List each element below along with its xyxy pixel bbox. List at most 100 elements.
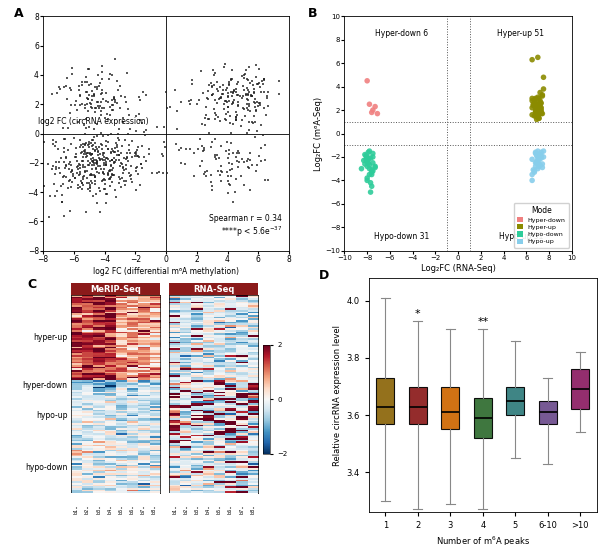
Point: [125, 161, 135, 170]
Text: hyper-down: hyper-down: [23, 380, 68, 390]
Point: [108, 100, 117, 109]
Point: [222, 168, 232, 177]
Point: [92, 160, 101, 168]
Point: [532, 111, 542, 119]
Point: [58, 158, 68, 166]
Point: [215, 83, 225, 92]
Point: [133, 143, 143, 152]
Point: [253, 101, 263, 110]
Point: [227, 165, 237, 173]
Point: [92, 168, 102, 177]
Point: [226, 139, 236, 148]
Point: [213, 150, 223, 159]
Point: [530, 112, 539, 120]
Point: [125, 125, 135, 134]
Point: [73, 161, 83, 170]
Point: [246, 92, 256, 100]
Point: [212, 84, 222, 93]
Point: [91, 143, 101, 152]
Point: [218, 86, 228, 95]
Point: [86, 80, 96, 89]
Point: [240, 66, 250, 75]
Point: [99, 185, 109, 193]
Point: [113, 140, 122, 149]
Point: [80, 146, 90, 154]
Point: [108, 171, 118, 180]
Point: [78, 156, 88, 165]
Point: [244, 100, 254, 108]
Point: [103, 138, 113, 147]
Point: [259, 88, 269, 97]
Point: [207, 90, 217, 99]
Point: [82, 78, 92, 87]
Point: [95, 155, 105, 164]
Point: [88, 141, 98, 149]
Point: [92, 164, 101, 172]
Point: [101, 199, 111, 208]
Point: [107, 171, 117, 180]
Point: [115, 103, 125, 112]
Point: [233, 90, 243, 99]
Point: [73, 165, 83, 173]
Point: [532, 159, 542, 167]
Point: [535, 107, 545, 116]
Point: [360, 160, 370, 168]
Point: [225, 119, 235, 128]
Point: [234, 77, 244, 86]
Point: [186, 144, 196, 153]
Point: [256, 144, 266, 153]
Point: [87, 103, 97, 112]
Point: [209, 104, 219, 113]
Point: [249, 89, 259, 98]
Point: [127, 153, 137, 162]
Point: [88, 144, 98, 153]
Point: [96, 98, 106, 107]
Point: [99, 104, 109, 112]
Point: [130, 148, 140, 157]
Point: [137, 118, 147, 127]
Point: [226, 172, 236, 181]
Point: [97, 129, 106, 138]
Point: [114, 125, 124, 134]
Point: [221, 147, 231, 155]
Point: [531, 159, 541, 167]
Point: [203, 87, 213, 95]
Point: [85, 98, 95, 107]
Point: [244, 106, 253, 115]
Point: [177, 97, 186, 106]
Point: [66, 86, 76, 94]
Point: [60, 164, 69, 172]
Point: [226, 76, 236, 84]
Point: [258, 76, 268, 85]
Point: [212, 110, 221, 119]
Point: [74, 118, 84, 127]
Point: [114, 150, 124, 159]
Point: [221, 115, 231, 124]
Text: B: B: [308, 7, 317, 20]
Point: [84, 141, 93, 150]
Point: [185, 100, 195, 108]
Point: [66, 160, 76, 169]
Point: [97, 144, 107, 153]
Point: [100, 184, 109, 193]
Point: [237, 94, 247, 102]
Point: [86, 171, 96, 179]
Text: **: **: [477, 317, 488, 327]
Point: [366, 187, 376, 196]
Point: [189, 148, 199, 157]
Point: [79, 150, 89, 159]
Text: MeRIP-Seq: MeRIP-Seq: [90, 285, 141, 294]
Point: [134, 152, 144, 161]
Point: [51, 137, 61, 146]
Point: [213, 113, 223, 122]
Point: [534, 156, 544, 165]
Point: [50, 169, 60, 178]
Point: [95, 155, 105, 164]
Point: [117, 142, 127, 150]
Point: [365, 161, 375, 169]
Text: Hypo-down 31: Hypo-down 31: [374, 232, 429, 241]
Point: [247, 92, 257, 100]
Point: [77, 157, 87, 166]
Point: [367, 168, 376, 177]
Point: [125, 148, 135, 157]
